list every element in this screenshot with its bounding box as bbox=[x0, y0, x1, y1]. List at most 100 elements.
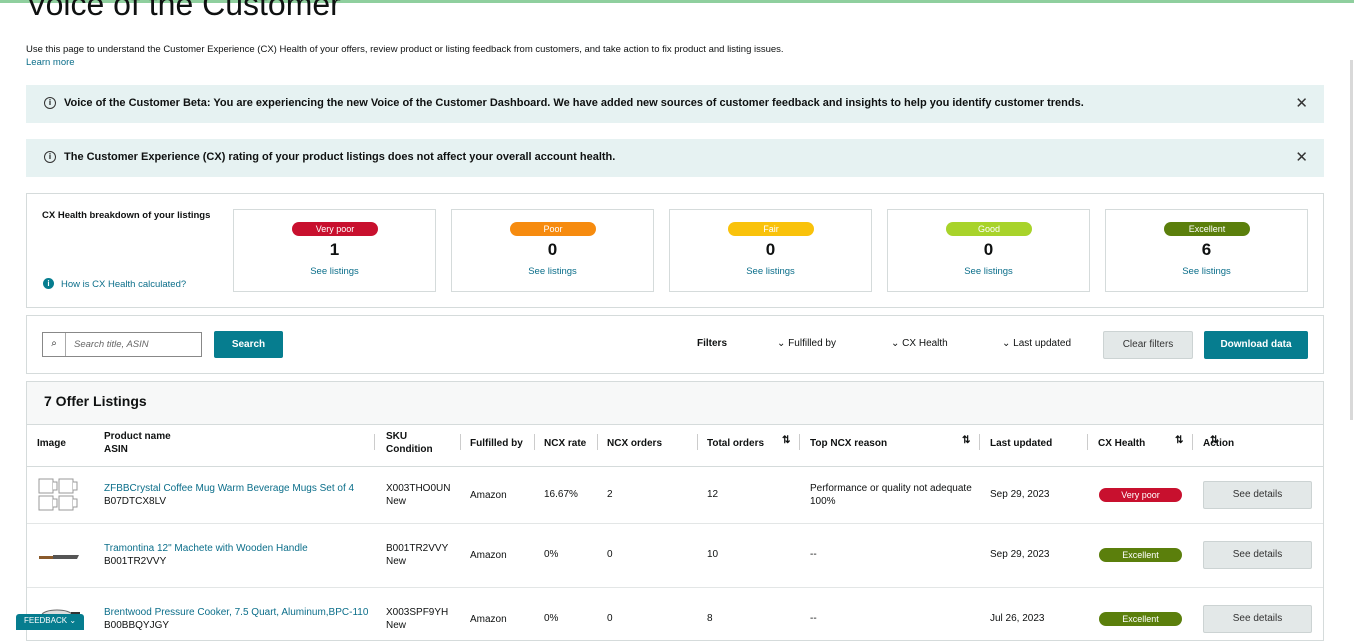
banner-text: Voice of the Customer Beta: You are expe… bbox=[64, 97, 1084, 109]
column-header: Product name bbox=[104, 431, 171, 442]
see-listings-link[interactable]: See listings bbox=[1182, 266, 1231, 277]
cx-card: Good 0 See listings bbox=[887, 209, 1090, 292]
toolbar: ⌕ Search title, ASIN Search Filters ⌄ Fu… bbox=[26, 315, 1324, 374]
column-separator bbox=[1192, 434, 1193, 450]
column-header: Fulfilled by bbox=[470, 438, 523, 449]
column-header: Action bbox=[1203, 438, 1235, 449]
cx-badge: Excellent bbox=[1164, 222, 1250, 236]
search-button[interactable]: Search bbox=[214, 331, 283, 358]
column-header: Last updated bbox=[990, 438, 1053, 449]
cx-badge: Fair bbox=[728, 222, 814, 236]
breakdown-title: CX Health breakdown of your listings bbox=[42, 210, 211, 221]
table-header-bar bbox=[27, 382, 1323, 425]
asin: B001TR2VVY bbox=[104, 556, 167, 567]
filter-dropdown[interactable]: ⌄ Last updated bbox=[1002, 338, 1071, 349]
column-separator bbox=[460, 434, 461, 450]
see-details-button[interactable]: See details bbox=[1203, 541, 1312, 569]
filter-dropdown[interactable]: ⌄ Fulfilled by bbox=[777, 338, 836, 349]
ncx-reason-share: 100% bbox=[810, 496, 836, 507]
sku: B001TR2VVY bbox=[386, 543, 449, 554]
see-details-button[interactable]: See details bbox=[1203, 481, 1312, 509]
filter-label: Fulfilled by bbox=[788, 338, 836, 349]
total-orders: 10 bbox=[707, 549, 719, 560]
column-separator bbox=[799, 434, 800, 450]
product-name-link[interactable]: Tramontina 12" Machete with Wooden Handl… bbox=[104, 543, 308, 554]
cx-health-badge: Excellent bbox=[1099, 612, 1182, 626]
column-header: Top NCX reason bbox=[810, 438, 888, 449]
cx-card: Fair 0 See listings bbox=[669, 209, 872, 292]
ncx-orders: 0 bbox=[607, 549, 613, 560]
search-input[interactable]: ⌕ Search title, ASIN bbox=[42, 332, 202, 357]
sort-icon[interactable]: ⇅ bbox=[1175, 435, 1184, 446]
filter-dropdown[interactable]: ⌄ CX Health bbox=[891, 338, 948, 349]
close-button[interactable]: ✕ bbox=[1295, 95, 1308, 112]
sort-icon[interactable]: ⇅ bbox=[1210, 435, 1219, 446]
cx-card: Poor 0 See listings bbox=[451, 209, 654, 292]
see-listings-link[interactable]: See listings bbox=[528, 266, 577, 277]
sku: X003SPF9YH bbox=[386, 607, 449, 618]
cx-badge: Very poor bbox=[292, 222, 378, 236]
cx-count: 0 bbox=[547, 240, 558, 259]
last-updated: Sep 29, 2023 bbox=[990, 549, 1050, 560]
ncx-rate: 16.67% bbox=[544, 489, 578, 500]
column-separator bbox=[697, 434, 698, 450]
see-listings-link[interactable]: See listings bbox=[746, 266, 795, 277]
close-button[interactable]: ✕ bbox=[1295, 149, 1308, 166]
filter-label: CX Health bbox=[902, 338, 948, 349]
see-listings-link[interactable]: See listings bbox=[310, 266, 359, 277]
help-icon: i bbox=[43, 278, 54, 289]
column-header: SKU bbox=[386, 431, 408, 442]
fulfilled-by: Amazon bbox=[470, 490, 507, 501]
column-header: Total orders bbox=[707, 438, 765, 449]
asin: B07DTCX8LV bbox=[104, 496, 167, 507]
feedback-button[interactable]: FEEDBACK ⌄ bbox=[16, 614, 84, 630]
column-header: Image bbox=[37, 438, 66, 449]
download-button[interactable]: Download data bbox=[1204, 331, 1308, 359]
clear-filters-button[interactable]: Clear filters bbox=[1103, 331, 1193, 359]
fulfilled-by: Amazon bbox=[470, 550, 507, 561]
cx-card: Very poor 1 See listings bbox=[233, 209, 436, 292]
help-link[interactable]: How is CX Health calculated? bbox=[61, 279, 187, 290]
table-title: 7 Offer Listings bbox=[44, 393, 147, 409]
sort-icon[interactable]: ⇅ bbox=[962, 435, 971, 446]
sort-icon[interactable]: ⇅ bbox=[782, 435, 791, 446]
ncx-reason: Performance or quality not adequate bbox=[810, 483, 972, 494]
scrollbar[interactable] bbox=[1350, 60, 1353, 420]
listings-table: 7 Offer Listings Image Product name ASIN SK… bbox=[26, 381, 1324, 641]
column-header: CX Health bbox=[1098, 438, 1146, 449]
header-rule bbox=[27, 466, 1323, 467]
column-separator bbox=[1087, 434, 1088, 450]
filters-label: Filters bbox=[697, 338, 728, 349]
row-rule bbox=[27, 523, 1323, 524]
product-name-link[interactable]: Brentwood Pressure Cooker, 7.5 Quart, Al… bbox=[104, 607, 369, 618]
column-separator bbox=[979, 434, 980, 450]
learn-more-link[interactable]: Learn more bbox=[26, 57, 75, 68]
cx-badge: Good bbox=[946, 222, 1032, 236]
cx-health-badge: Excellent bbox=[1099, 548, 1182, 562]
sku: X003THO0UN bbox=[386, 483, 451, 494]
info-icon: i bbox=[44, 151, 56, 163]
info-icon: i bbox=[44, 97, 56, 109]
feedback-label: FEEDBACK bbox=[23, 616, 68, 625]
search-icon: ⌕ bbox=[43, 333, 66, 356]
column-separator bbox=[597, 434, 598, 450]
product-name-link[interactable]: ZFBBCrystal Coffee Mug Warm Beverage Mug… bbox=[104, 483, 355, 494]
cx-count: 1 bbox=[329, 240, 340, 259]
column-separator bbox=[374, 434, 375, 450]
see-details-button[interactable]: See details bbox=[1203, 605, 1312, 633]
last-updated: Jul 26, 2023 bbox=[990, 613, 1045, 624]
row-rule bbox=[27, 587, 1323, 588]
column-subheader: Condition bbox=[386, 444, 433, 455]
ncx-reason: -- bbox=[810, 549, 817, 560]
column-header: NCX orders bbox=[607, 438, 663, 449]
ncx-rate: 0% bbox=[544, 613, 559, 624]
thumbnail bbox=[38, 478, 78, 511]
cx-count: 0 bbox=[765, 240, 776, 259]
page-title: Voice of the Customer bbox=[26, 0, 341, 22]
cx-banner: i The Customer Experience (CX) rating of… bbox=[26, 139, 1324, 177]
filter-label: Last updated bbox=[1013, 338, 1071, 349]
cx-health-badge: Very poor bbox=[1099, 488, 1182, 502]
column-header: NCX rate bbox=[544, 438, 587, 449]
thumbnail bbox=[39, 555, 79, 559]
see-listings-link[interactable]: See listings bbox=[964, 266, 1013, 277]
